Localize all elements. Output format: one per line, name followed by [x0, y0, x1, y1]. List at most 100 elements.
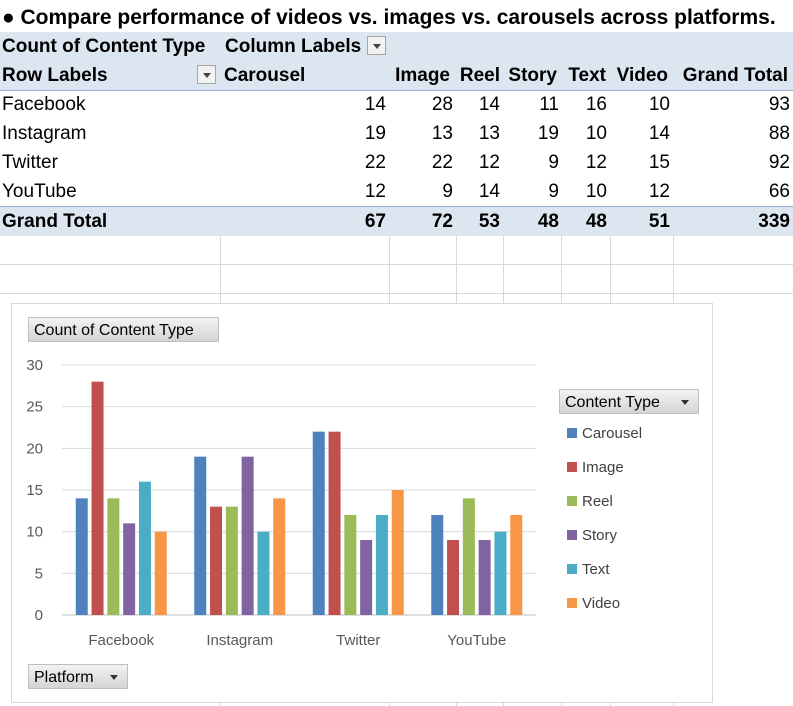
pivot-cell[interactable]: 10: [585, 123, 607, 144]
pivot-row[interactable]: Facebook 14 28 14 11 16 10 93: [0, 90, 793, 119]
pivot-cell[interactable]: 14: [478, 181, 500, 202]
pivot-cell[interactable]: 10: [585, 181, 607, 202]
total-cell[interactable]: 72: [431, 211, 453, 232]
pivot-cell[interactable]: 22: [364, 152, 386, 173]
total-cell[interactable]: 67: [364, 211, 386, 232]
bar[interactable]: [462, 498, 475, 615]
row-label[interactable]: Facebook: [2, 94, 86, 115]
total-cell[interactable]: 48: [585, 211, 607, 232]
x-tick-label: Instagram: [206, 632, 273, 649]
pivot-cell[interactable]: 14: [648, 123, 670, 144]
bar[interactable]: [273, 498, 286, 615]
column-header[interactable]: Text: [568, 65, 606, 86]
pivot-cell[interactable]: 19: [537, 123, 559, 144]
value-field-button[interactable]: Count of Content Type: [28, 317, 219, 342]
bar-chart-plot[interactable]: 0 5 10 15 20 25 30 Facebook Instagram Twitter You…: [12, 304, 712, 702]
bar[interactable]: [241, 456, 254, 615]
pivot-cell[interactable]: 12: [648, 181, 670, 202]
bar[interactable]: [478, 540, 491, 615]
column-header[interactable]: Carousel: [224, 65, 306, 86]
row-total-cell[interactable]: 88: [768, 123, 790, 144]
bar[interactable]: [123, 523, 136, 615]
bar[interactable]: [91, 381, 104, 615]
pivot-row[interactable]: YouTube 12 9 14 9 10 12 66: [0, 177, 793, 206]
pivot-header-row: Count of Content Type Column Labels: [0, 32, 793, 61]
bar[interactable]: [375, 515, 388, 615]
bar[interactable]: [431, 515, 444, 615]
axis-field-button-label: Platform: [34, 669, 94, 686]
value-field-label: Count of Content Type: [2, 36, 206, 57]
legend-label[interactable]: Image: [582, 459, 624, 476]
pivot-cell[interactable]: 28: [431, 94, 453, 115]
pivot-chart[interactable]: Count of Content Type Content Type Platf…: [11, 303, 713, 703]
chevron-down-icon: [110, 675, 118, 680]
bar[interactable]: [107, 498, 120, 615]
row-total-cell[interactable]: 66: [768, 181, 790, 202]
grand-total-row[interactable]: Grand Total 67 72 53 48 48 51 339: [0, 206, 793, 236]
bar[interactable]: [447, 540, 460, 615]
grand-total-label[interactable]: Grand Total: [2, 211, 108, 232]
bar[interactable]: [154, 531, 167, 615]
y-tick-label: 0: [35, 607, 43, 624]
bar[interactable]: [391, 490, 404, 615]
column-header[interactable]: Story: [508, 65, 557, 86]
pivot-cell[interactable]: 13: [431, 123, 453, 144]
row-label[interactable]: Twitter: [2, 152, 58, 173]
pivot-cell[interactable]: 22: [431, 152, 453, 173]
bar[interactable]: [328, 431, 341, 615]
pivot-cell[interactable]: 13: [478, 123, 500, 144]
row-label[interactable]: YouTube: [2, 181, 77, 202]
bar[interactable]: [360, 540, 373, 615]
pivot-cell[interactable]: 10: [648, 94, 670, 115]
row-labels-filter-button[interactable]: [197, 65, 216, 84]
bar[interactable]: [225, 506, 238, 615]
legend-label[interactable]: Video: [582, 595, 620, 612]
bar[interactable]: [494, 531, 507, 615]
pivot-cell[interactable]: 14: [478, 94, 500, 115]
legend-swatch: [567, 564, 577, 574]
pivot-cell[interactable]: 19: [364, 123, 386, 144]
legend-label[interactable]: Carousel: [582, 425, 642, 442]
bar[interactable]: [75, 498, 88, 615]
pivot-row[interactable]: Instagram 19 13 13 19 10 14 88: [0, 119, 793, 148]
bar[interactable]: [210, 506, 223, 615]
legend-field-button[interactable]: Content Type: [559, 389, 699, 414]
x-tick-label: YouTube: [447, 632, 506, 649]
grand-total-cell[interactable]: 339: [758, 211, 790, 232]
bar[interactable]: [194, 456, 207, 615]
bar[interactable]: [312, 431, 325, 615]
legend-label[interactable]: Story: [582, 527, 618, 544]
bar[interactable]: [344, 515, 357, 615]
row-label[interactable]: Instagram: [2, 123, 87, 144]
column-header[interactable]: Reel: [459, 65, 500, 86]
pivot-row[interactable]: Twitter 22 22 12 9 12 15 92: [0, 148, 793, 177]
pivot-cell[interactable]: 12: [478, 152, 500, 173]
pivot-cell[interactable]: 9: [548, 152, 559, 173]
pivot-cell[interactable]: 14: [364, 94, 386, 115]
pivot-cell[interactable]: 11: [539, 94, 559, 115]
bar[interactable]: [138, 481, 151, 615]
pivot-cell[interactable]: 9: [548, 181, 559, 202]
total-cell[interactable]: 48: [537, 211, 559, 232]
x-tick-label: Facebook: [88, 632, 154, 649]
grand-total-header[interactable]: Grand Total: [682, 65, 788, 86]
pivot-cell[interactable]: 16: [585, 94, 607, 115]
pivot-cell[interactable]: 15: [648, 152, 670, 173]
pivot-cell[interactable]: 12: [364, 181, 386, 202]
row-total-cell[interactable]: 93: [768, 94, 790, 115]
total-cell[interactable]: 51: [648, 211, 670, 232]
total-cell[interactable]: 53: [478, 211, 500, 232]
column-header[interactable]: Image: [395, 65, 450, 86]
bar[interactable]: [257, 531, 270, 615]
row-total-cell[interactable]: 92: [768, 152, 790, 173]
legend-swatch: [567, 530, 577, 540]
bar[interactable]: [510, 515, 523, 615]
column-labels-filter-button[interactable]: [367, 36, 386, 55]
legend-swatch: [567, 496, 577, 506]
pivot-cell[interactable]: 12: [585, 152, 607, 173]
axis-field-button[interactable]: Platform: [28, 664, 128, 689]
pivot-cell[interactable]: 9: [442, 181, 453, 202]
legend-label[interactable]: Text: [582, 561, 610, 578]
column-header[interactable]: Video: [616, 65, 668, 86]
legend-label[interactable]: Reel: [582, 493, 613, 510]
